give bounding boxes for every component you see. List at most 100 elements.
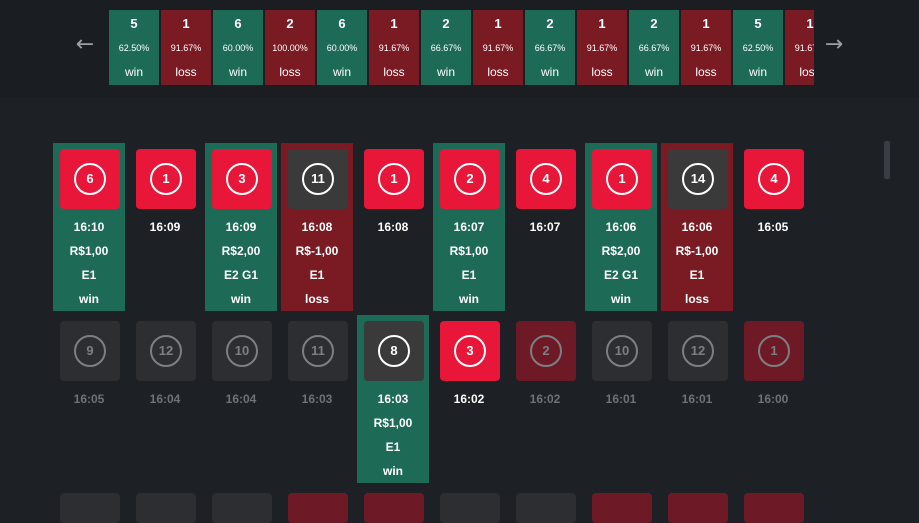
stat-count: 1 xyxy=(182,16,190,31)
result-card[interactable]: 2 16:07 R$1,00 E1 win xyxy=(433,143,505,311)
entry-label: E1 xyxy=(81,268,97,282)
arrow-left-icon[interactable]: ← xyxy=(75,32,95,57)
stat-card: 1 91.67% loss xyxy=(473,10,523,85)
result-label: win xyxy=(79,292,99,306)
stat-card: 2 66.67% win xyxy=(629,10,679,85)
number-tile[interactable] xyxy=(136,493,196,523)
stat-card: 5 62.50% win xyxy=(109,10,159,85)
result-label: win xyxy=(611,292,631,306)
stat-count: 6 xyxy=(234,16,242,31)
number-tile[interactable] xyxy=(668,493,728,523)
number-badge: 10 xyxy=(606,335,638,367)
number-tile: 8 xyxy=(364,321,424,381)
stat-result: win xyxy=(540,65,559,79)
time-label: 16:05 xyxy=(73,392,105,406)
stat-card: 5 62.50% win xyxy=(733,10,783,85)
number-tile[interactable] xyxy=(288,493,348,523)
time-label: 16:09 xyxy=(225,220,257,234)
number-tile: 12 xyxy=(136,321,196,381)
stats-bar: ← 5 62.50% win 1 91.67% loss 6 60.00% win 2 100… xyxy=(0,0,919,98)
stat-result: loss xyxy=(279,65,301,79)
stat-card: 6 60.00% win xyxy=(317,10,367,85)
value-label: R$1,00 xyxy=(449,244,489,258)
number-tile[interactable] xyxy=(592,493,652,523)
stat-percent: 91.67% xyxy=(170,43,202,53)
stat-count: 2 xyxy=(442,16,450,31)
number-badge: 8 xyxy=(378,335,410,367)
number-badge: 14 xyxy=(682,163,714,195)
number-tile: 1 xyxy=(136,149,196,209)
number-badge: 11 xyxy=(302,163,334,195)
stat-percent: 91.67% xyxy=(378,43,410,53)
stat-result: loss xyxy=(175,65,197,79)
stat-percent: 91.67% xyxy=(586,43,618,53)
time-label: 16:04 xyxy=(225,392,257,406)
result-card[interactable]: 6 16:10 R$1,00 E1 win xyxy=(53,143,125,311)
stat-card: 2 66.67% win xyxy=(421,10,471,85)
result-card[interactable]: 3 16:09 R$2,00 E2 G1 win xyxy=(205,143,277,311)
stat-result: loss xyxy=(799,65,814,79)
scrollbar-thumb[interactable] xyxy=(884,141,890,179)
stat-result: win xyxy=(748,65,767,79)
number-tile[interactable] xyxy=(212,493,272,523)
stat-card: 2 66.67% win xyxy=(525,10,575,85)
stat-percent: 91.67% xyxy=(794,43,814,53)
result-card[interactable]: 8 16:03 R$1,00 E1 win xyxy=(357,315,429,483)
number-tile[interactable] xyxy=(516,493,576,523)
result-card[interactable]: 14 16:06 R$-1,00 E1 loss xyxy=(661,143,733,311)
number-tile[interactable] xyxy=(364,493,424,523)
value-label: R$-1,00 xyxy=(295,244,339,258)
result-card[interactable]: 11 16:08 R$-1,00 E1 loss xyxy=(281,143,353,311)
value-label: R$1,00 xyxy=(69,244,109,258)
number-tile[interactable] xyxy=(440,493,500,523)
stat-count: 2 xyxy=(650,16,658,31)
time-label: 16:00 xyxy=(757,392,789,406)
time-label: 16:08 xyxy=(301,220,333,234)
number-tile: 4 xyxy=(516,149,576,209)
number-tile: 1 xyxy=(364,149,424,209)
number-tile: 6 xyxy=(60,149,120,209)
time-label: 16:06 xyxy=(605,220,637,234)
stat-count: 2 xyxy=(286,16,294,31)
stat-percent: 91.67% xyxy=(690,43,722,53)
time-label: 16:06 xyxy=(681,220,713,234)
number-tile: 11 xyxy=(288,321,348,381)
number-tile: 1 xyxy=(744,321,804,381)
time-label: 16:09 xyxy=(149,220,181,234)
stat-result: loss xyxy=(383,65,405,79)
time-label: 16:03 xyxy=(301,392,333,406)
stat-count: 1 xyxy=(598,16,606,31)
result-label: win xyxy=(383,464,403,478)
number-tile: 10 xyxy=(212,321,272,381)
entry-label: E1 xyxy=(385,440,401,454)
stat-percent: 62.50% xyxy=(742,43,774,53)
number-tile[interactable] xyxy=(744,493,804,523)
stat-result: win xyxy=(124,65,143,79)
stat-percent: 100.00% xyxy=(272,43,308,53)
arrow-right-icon[interactable]: → xyxy=(824,32,844,57)
entry-label: E2 G1 xyxy=(603,268,639,282)
stat-card: 1 91.67% loss xyxy=(369,10,419,85)
stat-card: 1 91.67% loss xyxy=(681,10,731,85)
stat-count: 1 xyxy=(390,16,398,31)
result-label: loss xyxy=(684,292,709,306)
number-badge: 4 xyxy=(758,163,790,195)
stat-percent: 66.67% xyxy=(638,43,670,53)
stat-result: win xyxy=(436,65,455,79)
number-tile: 14 xyxy=(668,149,728,209)
number-tile: 10 xyxy=(592,321,652,381)
stat-result: win xyxy=(332,65,351,79)
stat-percent: 66.67% xyxy=(534,43,566,53)
number-tile: 2 xyxy=(516,321,576,381)
result-label: loss xyxy=(304,292,329,306)
value-label: R$1,00 xyxy=(373,416,413,430)
stats-strip: 5 62.50% win 1 91.67% loss 6 60.00% win 2 100.0… xyxy=(109,10,814,85)
value-label: R$-1,00 xyxy=(675,244,719,258)
time-label: 16:03 xyxy=(377,392,409,406)
number-tile: 11 xyxy=(288,149,348,209)
result-card[interactable]: 1 16:06 R$2,00 E2 G1 win xyxy=(585,143,657,311)
number-tile[interactable] xyxy=(60,493,120,523)
number-tile: 2 xyxy=(440,149,500,209)
number-badge: 12 xyxy=(150,335,182,367)
stat-count: 1 xyxy=(702,16,710,31)
